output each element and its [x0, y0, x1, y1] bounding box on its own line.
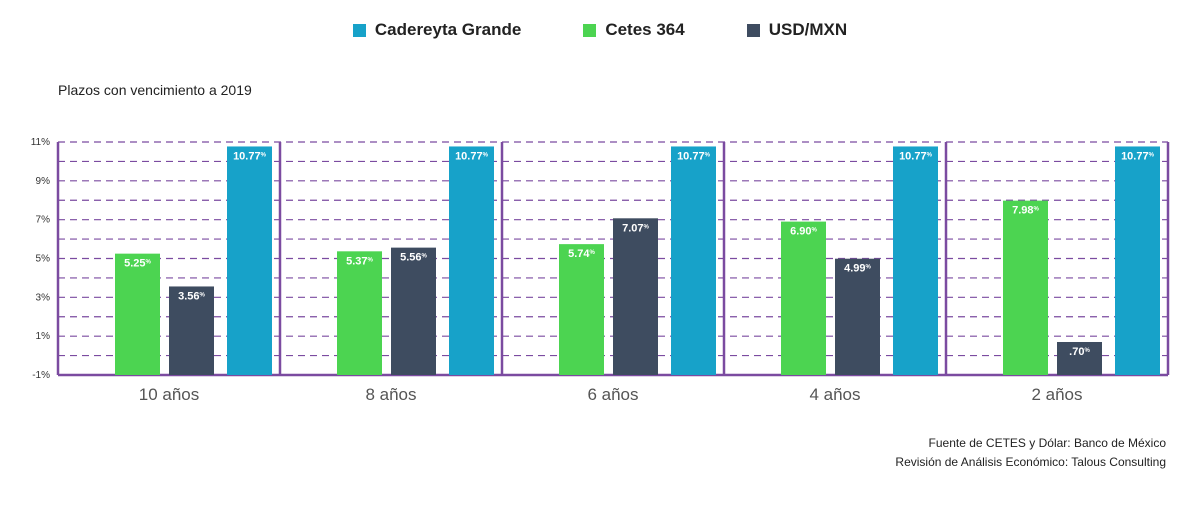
y-tick-label: 7% — [36, 215, 51, 226]
legend-swatch — [583, 23, 597, 37]
bar-value-label: 5.56% — [400, 252, 427, 264]
bar-2-1 — [449, 146, 494, 375]
bar-2-2 — [671, 146, 716, 375]
x-category-label: 4 años — [809, 385, 860, 404]
legend-item: Cetes 364 — [583, 20, 685, 40]
legend-swatch — [352, 23, 366, 37]
x-category-label: 2 años — [1031, 385, 1082, 404]
chart-subtitle: Plazos con vencimiento a 2019 — [58, 82, 252, 98]
bar-value-label: 4.99% — [844, 263, 871, 275]
y-tick-label: 1% — [36, 331, 51, 342]
bar-value-label: 10.77% — [1121, 150, 1155, 162]
y-tick-label: -1% — [32, 370, 50, 381]
legend-label: Cadereyta Grande — [374, 20, 522, 39]
bar-0-4 — [1003, 200, 1048, 375]
bar-1-4 — [1057, 341, 1102, 375]
x-category-label: 6 años — [587, 385, 638, 404]
bar-value-label: 5.74% — [568, 248, 595, 260]
bar-2-0 — [227, 146, 272, 375]
y-tick-label: 9% — [36, 176, 51, 187]
x-category-label: 10 años — [139, 385, 200, 404]
bar-0-0 — [115, 253, 160, 375]
bar-value-label: 5.25% — [124, 258, 151, 270]
bar-2-3 — [893, 146, 938, 375]
bar-value-label: 7.98% — [1012, 205, 1039, 217]
bar-value-label: 5.37% — [346, 255, 373, 267]
bar-value-label: 10.77% — [455, 150, 489, 162]
bar-1-2 — [613, 218, 658, 375]
y-tick-label: 5% — [36, 254, 51, 265]
legend-item: USD/MXN — [746, 20, 848, 40]
bar-value-label: 10.77% — [233, 150, 267, 162]
source-note-1: Fuente de CETES y Dólar: Banco de México — [928, 436, 1166, 450]
bar-0-1 — [337, 251, 382, 375]
chart-legend: Cadereyta Grande Cetes 364 USD/MXN — [0, 16, 1200, 44]
bar-value-label: 7.07% — [622, 222, 649, 234]
legend-item: Cadereyta Grande — [352, 20, 522, 40]
bar-0-2 — [559, 244, 604, 375]
x-category-label: 8 años — [365, 385, 416, 404]
legend-swatch — [746, 23, 760, 37]
legend-label: USD/MXN — [768, 20, 848, 39]
bar-value-label: 3.56% — [178, 290, 205, 302]
bar-value-label: 10.77% — [677, 150, 711, 162]
y-tick-label: 11% — [31, 137, 50, 148]
source-note-2: Revisión de Análisis Económico: Talous C… — [895, 455, 1166, 469]
bar-1-1 — [391, 247, 436, 375]
bar-2-4 — [1115, 146, 1160, 375]
bar-value-label: 10.77% — [899, 150, 933, 162]
bar-0-3 — [781, 221, 826, 375]
bar-1-3 — [835, 258, 880, 375]
y-tick-label: 3% — [36, 292, 51, 303]
legend-label: Cetes 364 — [605, 20, 685, 39]
bar-1-0 — [169, 286, 214, 375]
bar-value-label: 6.90% — [790, 226, 817, 238]
